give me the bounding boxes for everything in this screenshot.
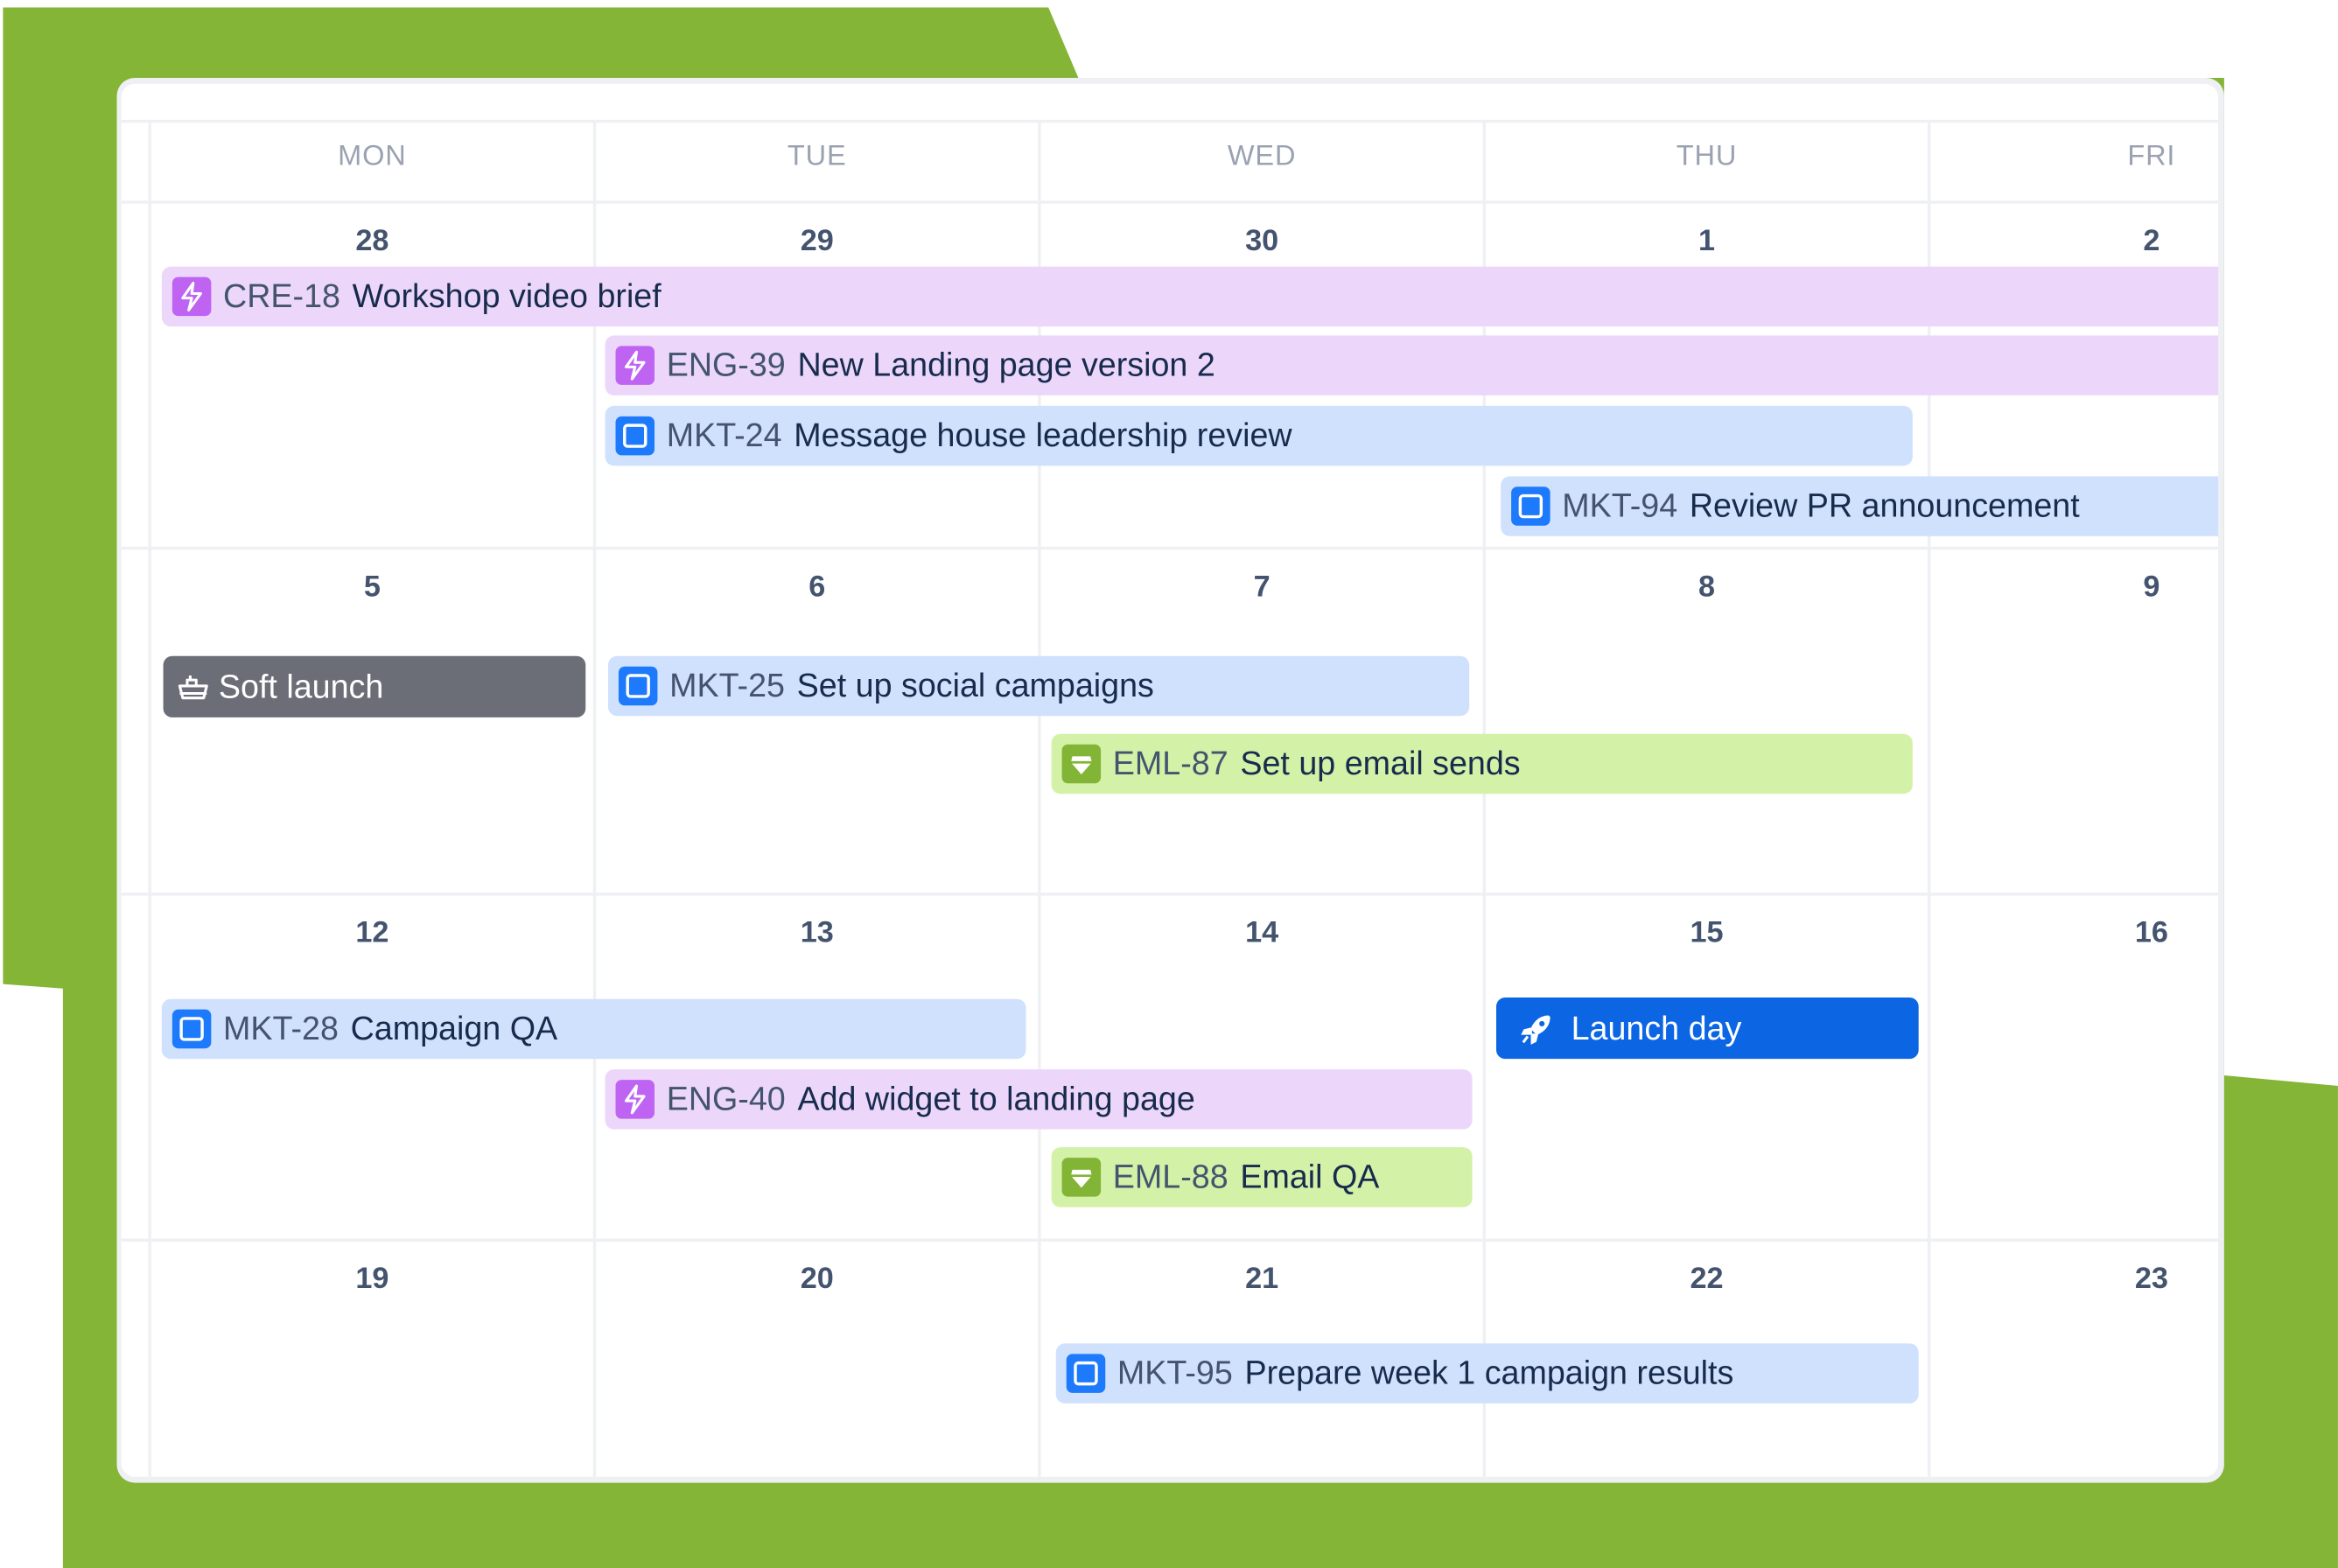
event-title: Set up email sends [1240,744,1521,782]
milestone-soft-launch[interactable]: Soft launch [163,655,586,718]
task-square-icon [1066,1354,1106,1393]
day-number[interactable]: 5 [363,570,381,604]
day-number[interactable]: 1 [1698,224,1716,258]
calendar-card: MON TUE WED THU FRI 28 29 30 1 2 5 6 7 8 9 12 13 14 1… [116,78,2224,1483]
day-number[interactable]: 16 [2134,916,2168,950]
event-mkt-94[interactable]: MKT-94 Review PR announcement [1501,476,2219,536]
divider [148,119,151,1477]
day-number[interactable]: 15 [1690,916,1724,950]
day-number[interactable]: 29 [800,224,834,258]
event-eml-87[interactable]: EML-87 Set up email sends [1051,733,1913,794]
event-key: MKT-94 [1562,486,1678,525]
divider [1482,119,1487,1477]
weekday-header-mon: MON [338,140,407,172]
divider [121,119,2219,123]
event-mkt-24[interactable]: MKT-24 Message house leadership review [605,405,1913,466]
day-number[interactable]: 12 [355,916,389,950]
task-square-icon [172,1009,212,1049]
divider [1038,119,1041,1477]
divider [121,546,2219,550]
day-number[interactable]: 20 [800,1262,834,1296]
event-key: MKT-24 [666,416,782,454]
calendar-grid: MON TUE WED THU FRI 28 29 30 1 2 5 6 7 8 9 12 13 14 1… [121,83,2219,1477]
event-title: Workshop video brief [352,276,662,315]
day-number[interactable]: 28 [355,224,389,258]
day-number[interactable]: 30 [1245,224,1279,258]
day-number[interactable]: 19 [355,1262,389,1296]
lightning-icon [615,1080,655,1119]
divider [121,892,2219,896]
gem-icon [1061,1158,1102,1197]
weekday-header-wed: WED [1227,140,1297,172]
task-square-icon [1511,486,1550,526]
event-key: MKT-95 [1116,1354,1233,1392]
day-number[interactable]: 21 [1245,1262,1279,1296]
day-number[interactable]: 7 [1253,570,1270,604]
event-key: EML-88 [1112,1158,1228,1195]
day-number[interactable]: 13 [800,916,834,950]
event-title: Launch day [1571,1008,1742,1046]
day-number[interactable]: 22 [1690,1262,1724,1296]
event-key: EML-87 [1112,744,1228,782]
event-mkt-95[interactable]: MKT-95 Prepare week 1 campaign results [1055,1343,1919,1404]
rocket-icon [1517,1009,1557,1048]
day-number[interactable]: 23 [2134,1262,2168,1296]
event-mkt-28[interactable]: MKT-28 Campaign QA [161,998,1026,1060]
event-key: MKT-25 [669,666,785,704]
task-square-icon [615,416,655,456]
weekday-header-tue: TUE [787,140,847,172]
divider [592,119,597,1477]
divider [1927,119,1931,1477]
day-number[interactable]: 8 [1698,570,1716,604]
event-eng-39[interactable]: ENG-39 New Landing page version 2 [605,335,2219,396]
event-eml-88[interactable]: EML-88 Email QA [1051,1147,1473,1208]
lightning-icon [615,346,655,385]
gem-icon [1061,744,1102,784]
event-title: Message house leadership review [794,416,1292,454]
event-key: ENG-40 [666,1080,786,1117]
weekday-header-fri: FRI [2127,140,2176,172]
event-title: Review PR announcement [1689,486,2080,525]
divider [121,200,2219,204]
day-number[interactable]: 6 [808,570,826,604]
event-mkt-25[interactable]: MKT-25 Set up social campaigns [607,655,1470,717]
event-title: Soft launch [218,667,384,705]
task-square-icon [618,666,658,706]
lightning-icon [172,276,212,317]
weekday-header-thu: THU [1676,140,1738,172]
event-key: ENG-39 [666,346,786,384]
day-number[interactable]: 14 [1245,916,1279,950]
event-title: Add widget to landing page [797,1080,1195,1117]
day-number[interactable]: 2 [2143,224,2160,258]
ship-icon [174,668,214,707]
divider [121,1238,2219,1242]
event-title: Email QA [1240,1158,1380,1195]
event-title: Set up social campaigns [796,666,1154,704]
event-eng-40[interactable]: ENG-40 Add widget to landing page [605,1069,1473,1130]
day-number[interactable]: 9 [2143,570,2160,604]
milestone-launch-day[interactable]: Launch day [1495,997,1919,1060]
event-key: CRE-18 [223,276,340,315]
event-title: Campaign QA [350,1009,558,1047]
event-key: MKT-28 [223,1009,339,1047]
event-cre-18[interactable]: CRE-18 Workshop video brief [161,266,2219,327]
event-title: New Landing page version 2 [797,346,1215,384]
event-title: Prepare week 1 campaign results [1244,1354,1734,1392]
